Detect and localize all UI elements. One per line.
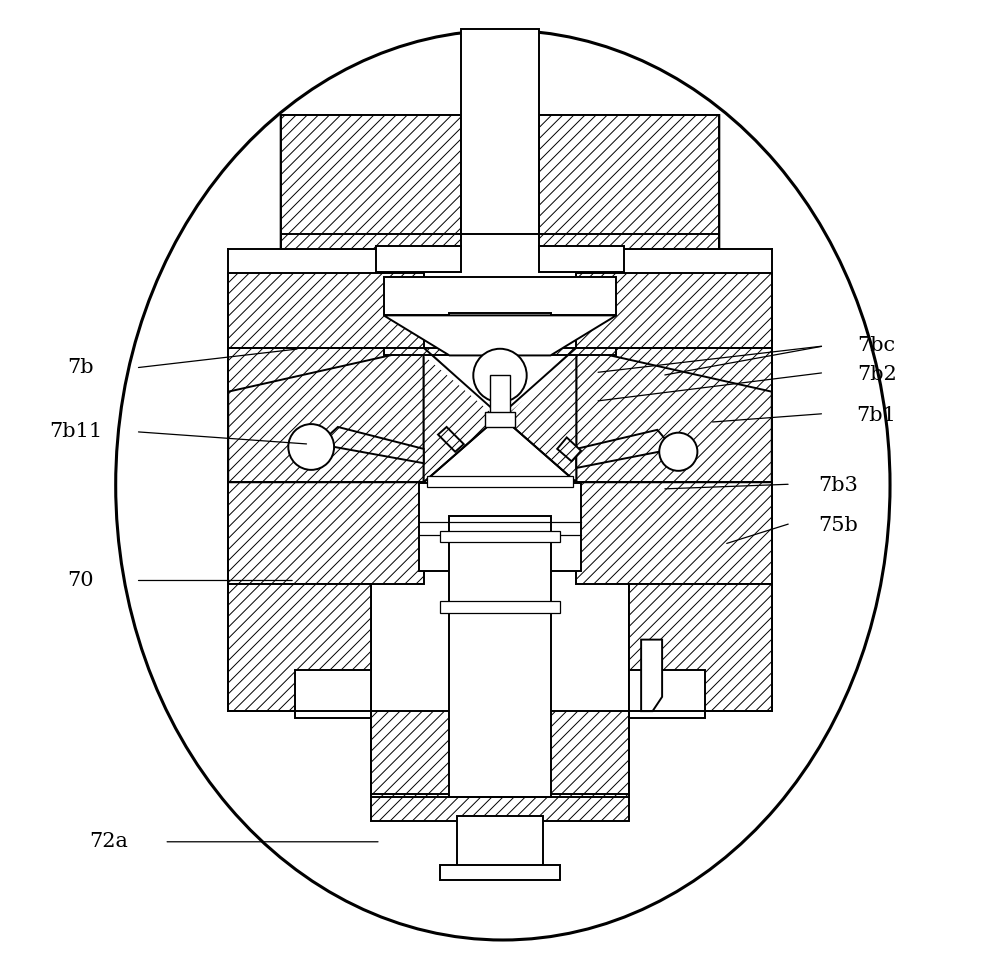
Bar bbox=[539, 116, 719, 248]
Polygon shape bbox=[576, 430, 674, 468]
Circle shape bbox=[288, 424, 334, 470]
Bar bbox=[461, 30, 539, 234]
Polygon shape bbox=[424, 348, 500, 482]
Text: 7b: 7b bbox=[67, 358, 94, 377]
Bar bbox=[228, 482, 424, 584]
Bar bbox=[440, 602, 560, 613]
Bar bbox=[539, 245, 624, 272]
Bar bbox=[371, 795, 629, 820]
Text: 7bc: 7bc bbox=[858, 336, 896, 355]
Ellipse shape bbox=[116, 31, 890, 940]
Polygon shape bbox=[641, 640, 662, 711]
Bar bbox=[629, 670, 705, 718]
Bar bbox=[228, 584, 371, 711]
Polygon shape bbox=[576, 348, 772, 482]
Bar bbox=[490, 375, 510, 415]
Circle shape bbox=[473, 349, 527, 402]
Text: 75b: 75b bbox=[819, 516, 858, 535]
Polygon shape bbox=[281, 116, 461, 248]
Circle shape bbox=[659, 433, 697, 471]
Polygon shape bbox=[384, 315, 616, 355]
Text: 72a: 72a bbox=[90, 832, 128, 851]
Bar bbox=[440, 864, 560, 880]
Polygon shape bbox=[319, 427, 424, 463]
Bar bbox=[419, 483, 581, 571]
Polygon shape bbox=[500, 348, 576, 482]
Polygon shape bbox=[228, 348, 424, 482]
Bar bbox=[295, 670, 371, 718]
Polygon shape bbox=[228, 348, 424, 482]
Polygon shape bbox=[576, 348, 772, 482]
Bar bbox=[371, 711, 629, 797]
Polygon shape bbox=[424, 348, 576, 420]
Polygon shape bbox=[228, 584, 371, 711]
Bar bbox=[457, 816, 543, 868]
Bar bbox=[629, 584, 772, 711]
Bar bbox=[449, 312, 551, 355]
Bar bbox=[485, 412, 515, 427]
Polygon shape bbox=[629, 584, 772, 711]
Bar bbox=[228, 273, 424, 348]
Bar bbox=[576, 482, 772, 584]
Text: 70: 70 bbox=[67, 571, 94, 590]
Bar bbox=[376, 245, 461, 272]
Bar bbox=[384, 277, 616, 315]
Bar bbox=[427, 476, 573, 487]
Bar bbox=[576, 273, 772, 348]
Text: 7b11: 7b11 bbox=[49, 422, 102, 441]
Polygon shape bbox=[384, 348, 616, 355]
Polygon shape bbox=[557, 437, 581, 461]
Bar bbox=[440, 531, 560, 542]
Text: 7b1: 7b1 bbox=[857, 406, 897, 425]
Bar bbox=[449, 516, 551, 797]
Polygon shape bbox=[539, 116, 719, 248]
Polygon shape bbox=[438, 427, 464, 452]
Text: 7b3: 7b3 bbox=[819, 476, 858, 495]
Bar bbox=[281, 116, 461, 248]
Text: 7b2: 7b2 bbox=[857, 365, 897, 384]
